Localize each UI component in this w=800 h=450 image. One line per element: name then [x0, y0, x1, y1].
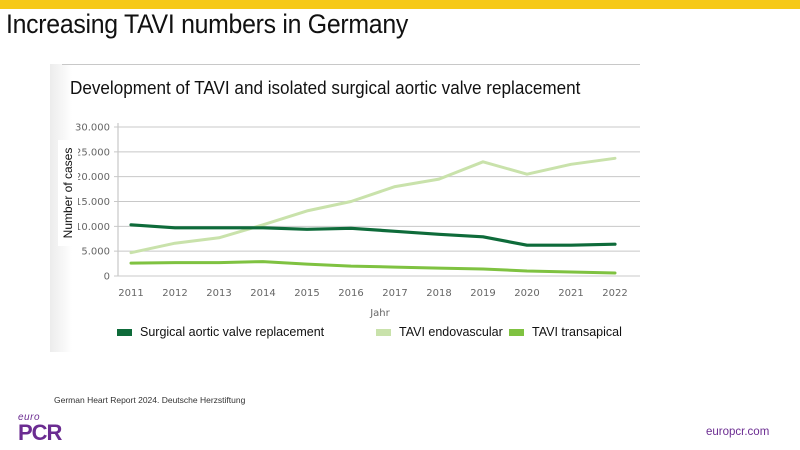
europcr-logo: euro PCR — [18, 412, 62, 445]
legend-item-surgical: Surgical aortic valve replacement — [117, 325, 324, 339]
y-tick-label: 0 — [104, 272, 110, 283]
legend-label: TAVI transapical — [532, 325, 622, 339]
x-axis-title: Jahr — [369, 308, 390, 319]
x-tick-label: 2020 — [514, 288, 539, 299]
x-tick-label: 2013 — [206, 288, 231, 299]
gridlines — [114, 123, 640, 277]
y-tick-label: 10.000 — [75, 222, 110, 233]
x-tick-label: 2021 — [558, 288, 583, 299]
legend-item-tavi-endovascular: TAVI endovascular — [376, 325, 503, 339]
x-tick-label: 2018 — [426, 288, 451, 299]
y-tick-label: 25.000 — [75, 147, 110, 158]
y-tick-labels: 0 5.000 10.000 15.000 20.000 25.000 30.000 — [75, 123, 110, 283]
y-tick-label: 20.000 — [75, 172, 110, 183]
legend-label: Surgical aortic valve replacement — [140, 325, 325, 339]
series-line-tavi-transapical — [129, 260, 617, 275]
logo-pcr-text: PCR — [18, 420, 62, 445]
y-axis-label-background — [58, 140, 78, 246]
x-tick-label: 2012 — [162, 288, 187, 299]
chart-title: Development of TAVI and isolated surgica… — [70, 78, 581, 98]
x-tick-labels: 2011 2012 2013 2014 2015 2016 2017 2018 2019 2020… — [118, 288, 627, 299]
accent-bar — [0, 0, 800, 9]
y-axis-title: Number of cases — [61, 147, 75, 239]
legend-swatch — [117, 328, 132, 336]
legend-label: TAVI endovascular — [399, 325, 503, 339]
x-tick-label: 2015 — [294, 288, 319, 299]
x-tick-label: 2017 — [382, 288, 407, 299]
chart-divider — [62, 64, 640, 65]
logo-euro-text: euro — [18, 412, 41, 423]
x-tick-label: 2022 — [602, 288, 627, 299]
series-lines — [129, 156, 617, 275]
y-tick-label: 15.000 — [75, 197, 110, 208]
legend-swatch — [509, 328, 524, 336]
x-tick-label: 2011 — [118, 288, 143, 299]
legend-swatch — [376, 328, 391, 336]
x-tick-label: 2019 — [470, 288, 495, 299]
x-tick-label: 2014 — [250, 288, 275, 299]
y-tick-label: 5.000 — [81, 247, 110, 258]
series-line-surgical-aortic-valve-replacement — [129, 223, 617, 247]
slide-title: Increasing TAVI numbers in Germany — [6, 9, 409, 39]
series-line-tavi-endovascular — [129, 156, 617, 255]
source-citation: German Heart Report 2024. Deutsche Herzs… — [54, 395, 246, 405]
x-tick-label: 2016 — [338, 288, 363, 299]
website-link[interactable]: europcr.com — [706, 426, 770, 438]
y-tick-label: 30.000 — [75, 123, 110, 134]
chart-panel — [50, 64, 640, 352]
legend-item-tavi-transapical: TAVI transapical — [509, 325, 622, 339]
